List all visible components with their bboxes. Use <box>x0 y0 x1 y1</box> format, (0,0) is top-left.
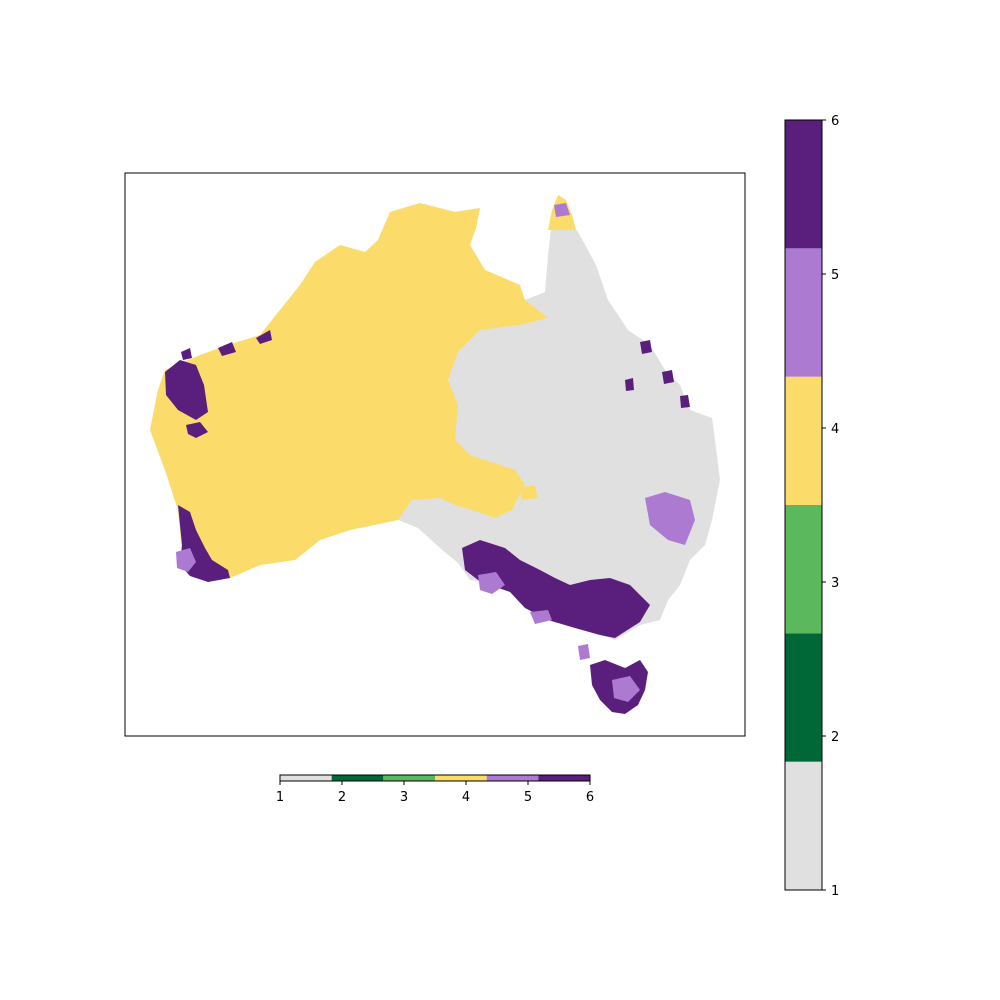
vertical-colorbar-segment-5 <box>785 248 822 377</box>
horizontal-colorbar-tick-label: 3 <box>400 790 408 805</box>
east-inland-patch <box>645 492 695 545</box>
vertical-colorbar-tick-label: 2 <box>831 730 839 745</box>
horizontal-colorbar-tick-label: 1 <box>276 790 284 805</box>
bass-strait-island <box>578 644 590 660</box>
vertical-colorbar-tick-label: 5 <box>831 268 839 283</box>
vertical-colorbar-segment-6 <box>785 120 822 249</box>
north-west-small-patch <box>186 422 208 438</box>
australia-map <box>150 195 720 714</box>
horizontal-colorbar-segment-1 <box>280 775 332 781</box>
vertical-colorbar-segment-4 <box>785 376 822 505</box>
horizontal-colorbar-tick-label: 6 <box>586 790 594 805</box>
vertical-colorbar-tick-label: 1 <box>831 884 839 899</box>
south-west-tip-patch <box>176 548 196 572</box>
north-coast-dots <box>181 330 272 360</box>
central-yellow-patch <box>520 485 538 500</box>
horizontal-colorbar-outline <box>279 774 591 782</box>
horizontal-colorbar-segment-3 <box>383 775 435 781</box>
vertical-colorbar-outline <box>784 119 823 891</box>
horizontal-colorbar-segment-2 <box>331 775 384 781</box>
horizontal-colorbar-segment-4 <box>435 775 487 781</box>
horizontal-colorbar-tick-label: 5 <box>524 790 532 805</box>
vertical-colorbar-segment-2 <box>785 633 822 762</box>
south-east-coast-region <box>462 540 650 638</box>
horizontal-colorbar: 1 2 3 4 5 6 <box>276 774 594 805</box>
cape-york-purple-dots <box>554 203 570 217</box>
vertical-colorbar-segment-3 <box>785 505 822 634</box>
north-west-coast-patch <box>165 360 208 420</box>
horizontal-colorbar-segment-6 <box>538 775 590 781</box>
vertical-colorbar: 1 2 3 4 5 6 <box>784 114 839 899</box>
vertical-colorbar-tick-label: 6 <box>831 114 839 129</box>
vertical-colorbar-tick-label: 3 <box>831 576 839 591</box>
west-north-region <box>150 203 548 580</box>
horizontal-colorbar-tick-label: 2 <box>338 790 346 805</box>
tasmania-light-patch <box>612 676 640 702</box>
vertical-colorbar-segment-1 <box>785 761 822 890</box>
south-east-light-patch <box>478 572 552 624</box>
east-coast-dots <box>625 340 690 408</box>
horizontal-colorbar-tick-label: 4 <box>462 790 470 805</box>
horizontal-colorbar-segment-5 <box>486 775 539 781</box>
vertical-colorbar-tick-label: 4 <box>831 422 839 437</box>
